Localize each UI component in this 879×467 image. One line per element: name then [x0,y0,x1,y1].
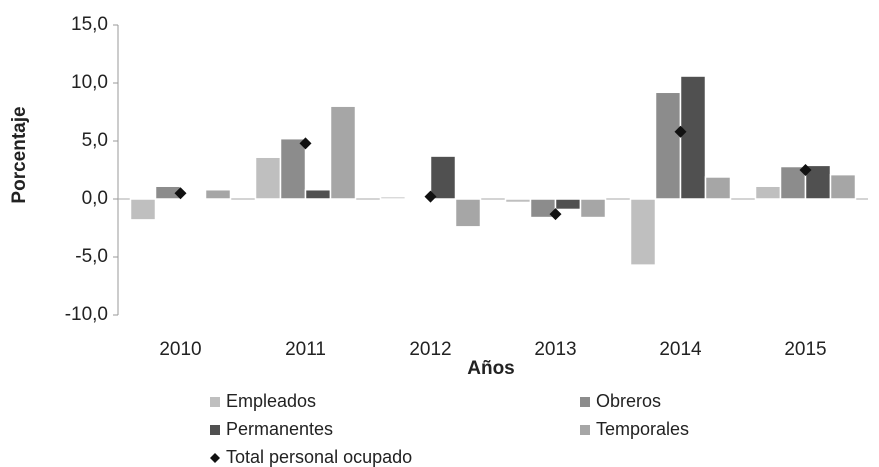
x-axis-title: Años [467,358,515,379]
y-tick-label: 15,0 [71,14,108,35]
legend-swatch [210,397,220,407]
bar [254,156,282,200]
point [299,137,312,150]
legend-label: Temporales [596,419,689,439]
y-tick-label: 0,0 [82,188,108,209]
x-tick-label: 2011 [285,339,326,360]
bar [279,137,307,200]
bar [379,195,407,200]
bar [704,176,732,200]
bar [204,188,232,200]
legend-swatch [210,425,220,435]
point [799,164,812,176]
y-tick-label: -5,0 [75,246,108,267]
bar [754,185,782,200]
bar [679,75,707,200]
legend-label: Permanentes [226,419,333,439]
x-tick-label: 2014 [659,339,702,360]
bar [654,91,682,200]
bar [304,188,332,200]
legend-label: Obreros [596,391,661,411]
bar [829,173,857,200]
y-tick-label: 5,0 [82,130,108,151]
bar [329,105,357,200]
legend-swatch [580,397,590,407]
point [424,190,437,203]
y-tick-label: -10,0 [65,304,108,325]
bar [179,197,207,200]
bar [629,198,657,266]
x-tick-label: 2012 [409,339,451,360]
bar [579,198,607,219]
bar [554,198,582,211]
point [674,125,687,138]
legend-label: Total personal ocupado [226,447,412,467]
bar [504,198,532,204]
point [174,187,187,200]
point [549,208,562,221]
x-tick-label: 2015 [784,339,826,360]
x-tick-label: 2010 [159,339,201,360]
y-axis-title: Porcentaje [9,106,30,203]
legend-label: Empleados [226,391,316,411]
bar [454,198,482,228]
bar [429,155,457,200]
bar [779,165,807,200]
x-tick-label: 2013 [534,339,576,360]
legend-swatch [580,425,590,435]
bar [129,198,157,221]
y-tick-label: 10,0 [71,72,108,93]
legend-swatch [210,453,220,463]
